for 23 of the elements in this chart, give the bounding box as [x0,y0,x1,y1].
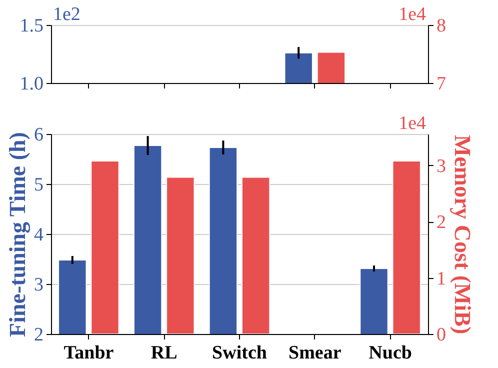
x-tick-label: RL [150,342,178,364]
y-axis-title: Fine-tuning Time (h) [5,132,31,337]
y-tick-label: 5 [34,174,44,196]
x-tick-label: Nucb [368,342,412,364]
y-tick-label: 1.0 [20,74,44,94]
y2-tick-label: 7 [436,74,446,94]
y2-tick-label: 3 [436,156,446,177]
y2-tick-label: 2 [436,212,446,234]
y2-axis-title: Memory Cost (MiB) [450,134,475,334]
y-tick-label: 3 [34,274,44,296]
y-tick-label: 6 [34,124,44,146]
text: 1e4 [398,4,426,25]
y2-tick-label: 1 [436,268,446,290]
x-tick-label: Tanbr [64,342,114,364]
y-tick-label: 2 [34,324,44,346]
y-tick-label: 1.5 [20,16,44,36]
x-tick-label: Switch [212,342,268,364]
y2-tick-label: 0 [436,324,446,346]
text: 1e4 [398,113,426,134]
y-tick-label: 4 [34,224,44,246]
text: 1e2 [53,4,80,25]
y2-tick-label: 8 [436,16,446,36]
x-tick-label: Smear [288,342,342,364]
